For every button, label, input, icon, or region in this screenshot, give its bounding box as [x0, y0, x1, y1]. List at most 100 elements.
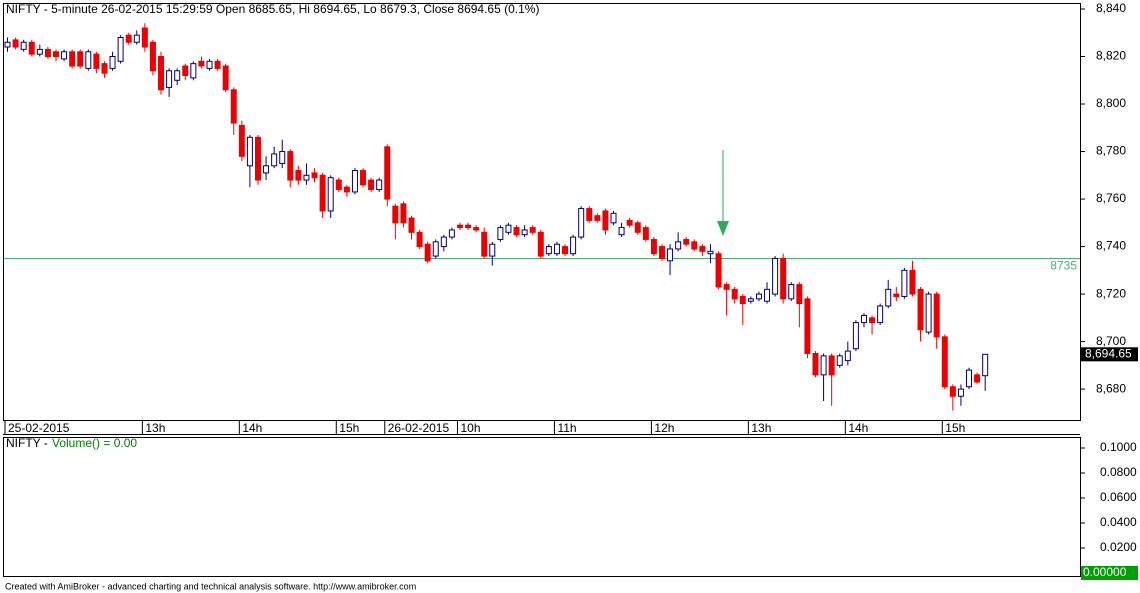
candle-body — [246, 136, 253, 167]
candle-body — [109, 56, 116, 69]
candle-body — [254, 136, 261, 181]
candle-body — [287, 151, 294, 181]
candle-body — [739, 295, 746, 305]
candle-body — [368, 179, 375, 191]
candle-body — [360, 170, 367, 186]
candle-body — [424, 243, 431, 262]
candle-body — [893, 293, 900, 297]
y-tick-label: 0.0400 — [1100, 515, 1137, 529]
candle-body — [974, 374, 981, 383]
x-tick-label: 15h — [339, 421, 359, 435]
candle-body — [263, 165, 270, 174]
candle-body — [796, 284, 803, 305]
y-tick-label: 8,780 — [1096, 144, 1126, 158]
candle-body — [513, 227, 520, 236]
y-tick-label: 0.0800 — [1100, 465, 1137, 479]
candle-body — [456, 224, 463, 229]
candle-body — [465, 224, 472, 229]
candle-body — [448, 229, 455, 238]
candle-body — [230, 89, 237, 124]
candle-body — [311, 172, 318, 179]
y-tick-label: 8,700 — [1096, 334, 1126, 348]
candle-body — [820, 355, 827, 376]
candle-body — [69, 51, 76, 67]
x-tick-label: 12h — [654, 421, 674, 435]
candle-body — [141, 27, 148, 48]
candle-body — [764, 288, 771, 302]
volume-value-box — [1081, 566, 1138, 580]
candle-body — [238, 124, 245, 157]
y-tick-label: 8,820 — [1096, 49, 1126, 63]
candle-body — [755, 293, 762, 300]
candle-body — [715, 253, 722, 288]
candle-body — [909, 269, 916, 295]
candle-body — [400, 203, 407, 224]
candle-body — [20, 41, 27, 50]
candle-body — [77, 51, 84, 67]
candle-body — [860, 314, 867, 324]
candle-body — [12, 39, 19, 48]
candle-body — [440, 236, 447, 248]
candle-body — [578, 208, 585, 238]
candle-body — [28, 41, 35, 55]
candle-body — [206, 60, 213, 69]
candle-body — [852, 322, 859, 350]
candle-body — [158, 56, 165, 91]
candle-body — [335, 179, 342, 191]
candle-body — [667, 248, 674, 262]
candle-body — [149, 41, 156, 72]
candle-body — [804, 298, 811, 354]
candle-body — [812, 352, 819, 376]
x-tick-label: 25-02-2015 — [8, 421, 70, 435]
candle-body — [222, 65, 229, 91]
candle-body — [384, 146, 391, 200]
candle-body — [966, 369, 973, 388]
candle-body — [327, 177, 334, 212]
candle-body — [957, 388, 964, 397]
last-price-label: 8,694.65 — [1085, 346, 1132, 360]
candle-body — [376, 179, 383, 191]
x-tick-label: 10h — [460, 421, 480, 435]
candle-body — [271, 153, 278, 167]
candle-body — [699, 246, 706, 252]
candle-body — [901, 269, 908, 297]
candle-body — [521, 229, 528, 236]
candle-body — [925, 293, 932, 333]
candle-body — [537, 231, 544, 257]
candle-body — [295, 170, 302, 181]
candle-body — [117, 37, 124, 62]
candle-body — [198, 60, 205, 67]
horizontal-line-label: 8735 — [1050, 259, 1077, 273]
candle-body — [650, 238, 657, 255]
candle-body — [408, 217, 415, 233]
chart-title: NIFTY - 5-minute 26-02-2015 15:29:59 Ope… — [6, 2, 539, 16]
candle-body — [44, 48, 51, 58]
candle-body — [279, 151, 286, 164]
candle-body — [836, 355, 843, 366]
candle-body — [36, 48, 43, 55]
candle-body — [658, 246, 665, 259]
x-tick-label: 13h — [145, 421, 165, 435]
candle-body — [4, 41, 11, 48]
candle-body — [634, 222, 641, 233]
candle-body — [747, 298, 754, 302]
candle-body — [933, 293, 940, 338]
candle-body — [642, 227, 649, 240]
candle-body — [941, 336, 948, 388]
candle-body — [723, 284, 730, 290]
candle-body — [949, 386, 956, 397]
x-tick-label: 13h — [751, 421, 771, 435]
footer: Created with AmiBroker - advanced charti… — [5, 581, 416, 591]
candle-body — [85, 51, 92, 69]
candle-body — [481, 231, 488, 257]
arrow-head — [717, 221, 729, 236]
volume-value-label: 0.00000 — [1083, 565, 1127, 579]
x-tick-label: 11h — [557, 421, 576, 435]
candle-body — [214, 60, 221, 69]
candle-body — [917, 288, 924, 331]
candle-body — [319, 174, 326, 212]
candle-body — [392, 205, 399, 224]
candle-body — [489, 243, 496, 257]
candle-body — [505, 224, 512, 233]
